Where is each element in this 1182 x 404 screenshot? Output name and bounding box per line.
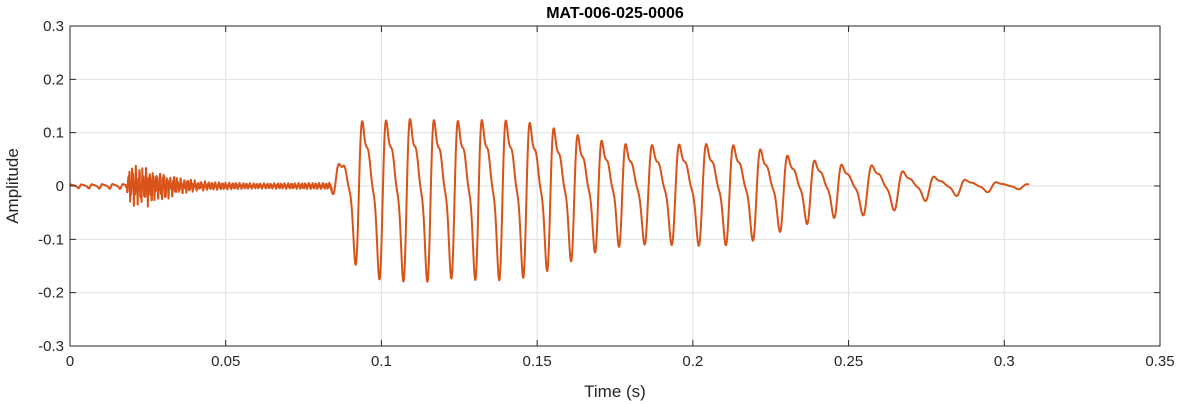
chart-title: MAT-006-025-0006 bbox=[546, 5, 684, 22]
y-tick-label: 0 bbox=[56, 178, 64, 195]
x-tick-label: 0.25 bbox=[834, 353, 863, 370]
x-axis-title: Time (s) bbox=[584, 382, 646, 401]
signal-plot bbox=[69, 118, 1031, 283]
y-tick-label: -0.2 bbox=[38, 285, 64, 302]
x-tick-label: 0.2 bbox=[682, 353, 703, 370]
y-tick-label: 0.2 bbox=[43, 71, 64, 88]
x-tick-label: 0.3 bbox=[994, 353, 1015, 370]
x-tick-label: 0 bbox=[66, 353, 74, 370]
y-tick-label: 0.3 bbox=[43, 18, 64, 35]
x-tick-label: 0.1 bbox=[371, 353, 392, 370]
x-tick-label: 0.35 bbox=[1145, 353, 1174, 370]
x-tick-label: 0.15 bbox=[523, 353, 552, 370]
y-axis-title: Amplitude bbox=[3, 148, 22, 224]
signal-waveform-line bbox=[69, 118, 1031, 283]
axis-ticks bbox=[69, 25, 1161, 347]
tick-labels: 0 0.05 0.1 0.15 0.2 0.25 0.3 0.35 -0.3 -0.2 -0.1 0 0… bbox=[38, 18, 1174, 370]
x-tick-label: 0.05 bbox=[211, 353, 240, 370]
y-tick-label: -0.3 bbox=[38, 338, 64, 355]
y-tick-label: -0.1 bbox=[38, 231, 64, 248]
y-tick-label: 0.1 bbox=[43, 125, 64, 142]
